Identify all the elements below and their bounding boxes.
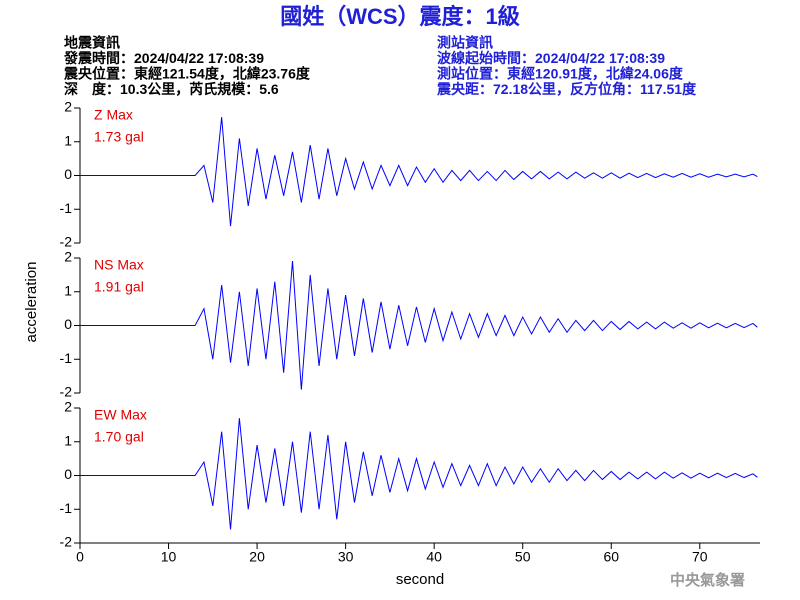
y-tick-label: 0 [64, 316, 72, 332]
y-tick-label: -1 [60, 500, 73, 516]
peak-label: 1.91 gal [94, 279, 144, 295]
series-name: Z Max [94, 107, 133, 123]
x-tick-label: 20 [249, 549, 265, 565]
series-name: EW Max [94, 407, 147, 423]
y-tick-label: -2 [60, 384, 73, 400]
info-right: 測站資訊 [437, 35, 493, 51]
x-tick-label: 0 [76, 549, 84, 565]
x-tick-label: 60 [603, 549, 619, 565]
x-tick-label: 70 [692, 549, 708, 565]
y-tick-label: 2 [64, 99, 72, 115]
chart-title: 國姓（WCS）震度：1級 [280, 4, 520, 29]
y-tick-label: -2 [60, 534, 73, 550]
y-tick-label: 1 [64, 282, 72, 298]
info-left: 深 度：10.3公里，芮氏規模：5.6 [64, 81, 279, 97]
x-axis-label: second [396, 571, 444, 588]
info-right: 震央距：72.18公里，反方位角：117.51度 [436, 81, 697, 97]
x-tick-label: 10 [161, 549, 177, 565]
y-tick-label: 2 [64, 249, 72, 265]
y-tick-label: -1 [60, 350, 73, 366]
info-left: 發震時間：2024/04/22 17:08:39 [63, 50, 264, 66]
info-right: 波線起始時間：2024/04/22 17:08:39 [437, 50, 665, 66]
waveform [80, 117, 758, 227]
info-left: 震央位置：東經121.54度，北緯23.76度 [63, 66, 311, 82]
y-tick-label: -2 [60, 234, 73, 250]
y-tick-label: 0 [64, 166, 72, 182]
x-tick-label: 50 [515, 549, 531, 565]
x-tick-label: 40 [426, 549, 442, 565]
y-axis-label: acceleration [23, 262, 40, 343]
series-name: NS Max [94, 257, 144, 273]
credit: 中央氣象署 [670, 571, 745, 589]
peak-label: 1.70 gal [94, 429, 144, 445]
y-tick-label: 2 [64, 399, 72, 415]
y-tick-label: 0 [64, 466, 72, 482]
waveform [80, 418, 758, 530]
info-left: 地震資訊 [64, 35, 120, 51]
info-right: 測站位置：東經120.91度，北緯24.06度 [437, 66, 684, 82]
x-tick-label: 30 [338, 549, 354, 565]
y-tick-label: -1 [60, 200, 73, 216]
peak-label: 1.73 gal [94, 129, 144, 145]
waveform [80, 261, 758, 390]
y-tick-label: 1 [64, 432, 72, 448]
y-tick-label: 1 [64, 132, 72, 148]
